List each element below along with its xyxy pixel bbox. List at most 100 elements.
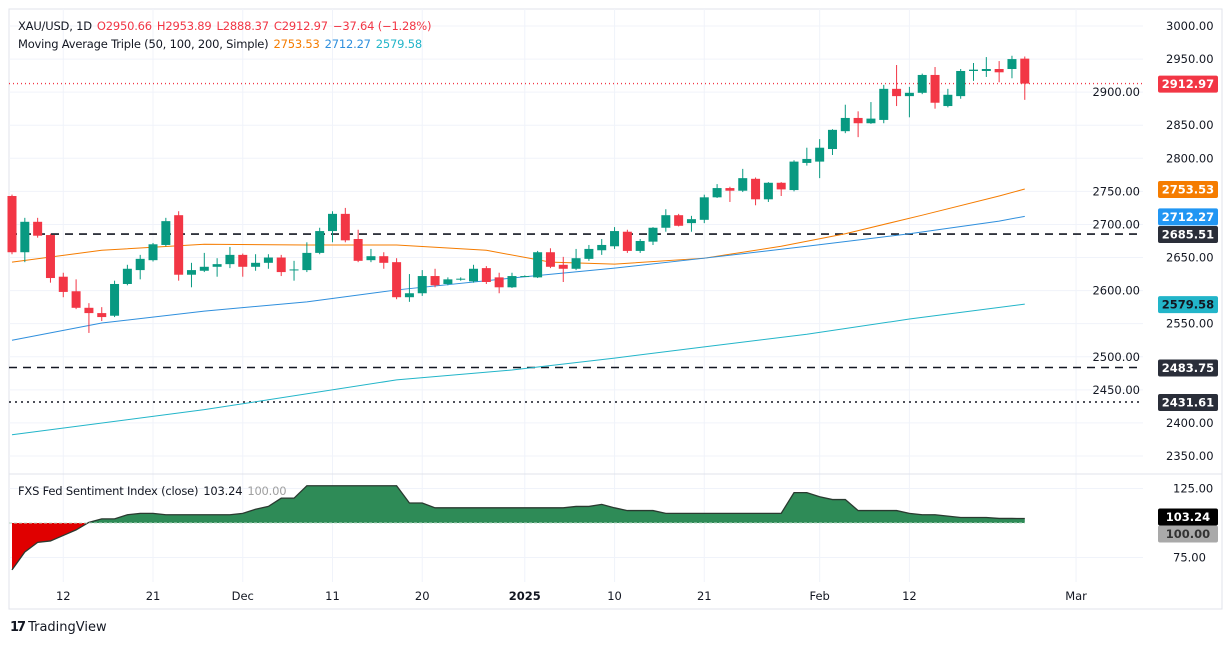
candle-body bbox=[994, 68, 1004, 73]
time-tick-label: 11 bbox=[325, 589, 340, 603]
candle-body bbox=[674, 215, 684, 226]
ma-badge-bg bbox=[1158, 296, 1218, 314]
candle bbox=[404, 274, 414, 302]
candle bbox=[661, 209, 671, 232]
candle bbox=[392, 258, 402, 300]
candle bbox=[981, 57, 991, 77]
candle-body bbox=[699, 197, 709, 220]
candle-body bbox=[289, 269, 299, 271]
candle bbox=[58, 272, 68, 298]
candle bbox=[827, 129, 837, 155]
candle bbox=[853, 111, 863, 138]
candle-body bbox=[956, 70, 966, 97]
time-tick-label: 2025 bbox=[509, 589, 541, 603]
sentiment-tick-label: 125.00 bbox=[1173, 482, 1213, 496]
candle-body bbox=[443, 279, 453, 284]
candle-body bbox=[302, 252, 312, 271]
candle-body bbox=[520, 276, 530, 278]
candle-body bbox=[789, 161, 799, 191]
candle bbox=[738, 168, 748, 193]
candle-body bbox=[763, 182, 773, 200]
time-tick-label: 20 bbox=[415, 589, 430, 603]
candle-body bbox=[456, 278, 466, 280]
time-tick-label: 12 bbox=[902, 589, 917, 603]
candle bbox=[866, 102, 876, 124]
legend-high: H2953.89 bbox=[156, 19, 212, 33]
candle bbox=[892, 65, 902, 107]
candle bbox=[148, 242, 158, 262]
sentiment-base-badge-bg bbox=[1158, 525, 1218, 543]
candle bbox=[520, 275, 530, 278]
price-tick-label: 2550.00 bbox=[1166, 317, 1214, 331]
candle bbox=[469, 264, 479, 283]
candle-body bbox=[58, 276, 68, 292]
line-badge: 2431.61 bbox=[1158, 393, 1218, 411]
candle-body bbox=[597, 244, 607, 251]
candle-body bbox=[904, 92, 914, 97]
line-badge-bg bbox=[1158, 226, 1218, 244]
candle-body bbox=[558, 264, 568, 269]
candle-body bbox=[404, 293, 414, 298]
candle bbox=[135, 254, 145, 280]
time-tick-label: Feb bbox=[809, 589, 829, 603]
candle-body bbox=[827, 129, 837, 150]
candle bbox=[533, 250, 543, 279]
candle-body bbox=[366, 256, 376, 261]
horizontal-lines[interactable] bbox=[9, 82, 1143, 403]
sentiment-title[interactable]: FXS Fed Sentiment Index (close) bbox=[18, 484, 199, 498]
candle-body bbox=[507, 276, 517, 288]
candle bbox=[263, 254, 273, 269]
candle-body bbox=[840, 117, 850, 132]
candle-body bbox=[802, 158, 812, 163]
candle bbox=[686, 215, 696, 232]
candle-body bbox=[469, 268, 479, 282]
sentiment-area bbox=[9, 485, 1025, 571]
price-tick-label: 2850.00 bbox=[1166, 118, 1214, 132]
ma-title[interactable]: Moving Average Triple (50, 100, 200, Sim… bbox=[18, 37, 269, 51]
candle-body bbox=[174, 215, 184, 275]
candle-body bbox=[379, 256, 389, 263]
line-badge-bg bbox=[1158, 75, 1218, 93]
candle bbox=[481, 266, 491, 284]
candle bbox=[507, 272, 517, 288]
candle bbox=[699, 194, 709, 224]
candle bbox=[353, 229, 363, 263]
candle bbox=[251, 254, 261, 271]
candle-body bbox=[545, 252, 555, 267]
candle-body bbox=[751, 178, 761, 200]
candle bbox=[315, 227, 325, 255]
candle-body bbox=[7, 196, 17, 253]
candle-body bbox=[33, 221, 43, 236]
candle bbox=[302, 242, 312, 273]
candle bbox=[238, 253, 248, 277]
candle bbox=[494, 272, 504, 294]
ma-badge-label: 2712.27 bbox=[1162, 210, 1214, 224]
candle bbox=[815, 139, 825, 179]
ma-badge-label: 2753.53 bbox=[1162, 183, 1214, 197]
legend-low: L2888.37 bbox=[216, 19, 270, 33]
ma100-value: 2712.27 bbox=[324, 37, 371, 51]
candle bbox=[994, 61, 1004, 83]
candle bbox=[904, 86, 914, 118]
price-tick-label: 2700.00 bbox=[1092, 217, 1140, 231]
candle bbox=[956, 68, 966, 99]
candle-body bbox=[610, 231, 620, 247]
candle bbox=[225, 246, 235, 269]
time-axis[interactable]: 12 21 Dec 11 20 2025 10 21 Feb 12 Mar bbox=[56, 589, 1087, 603]
price-tick-label: 2950.00 bbox=[1166, 52, 1214, 66]
sentiment-base-badge-label: 100.00 bbox=[1166, 527, 1210, 541]
candle bbox=[33, 217, 43, 238]
candle bbox=[674, 213, 684, 227]
price-axis[interactable]: 2350.00 2400.00 2450.00 2500.00 2550.00 2600.… bbox=[1092, 19, 1213, 565]
symbol-title[interactable]: XAU/USD, 1D bbox=[18, 19, 92, 33]
candle-body bbox=[533, 252, 543, 278]
candle-body bbox=[353, 239, 363, 261]
sentiment-tick-label: 75.00 bbox=[1173, 551, 1206, 565]
tradingview-logo[interactable]: 17 TradingView bbox=[10, 620, 107, 635]
candle bbox=[558, 256, 568, 283]
candle bbox=[340, 207, 350, 243]
candle-body bbox=[45, 235, 55, 279]
candle bbox=[725, 186, 735, 202]
sentiment-badge: 103.24 bbox=[1158, 508, 1218, 526]
